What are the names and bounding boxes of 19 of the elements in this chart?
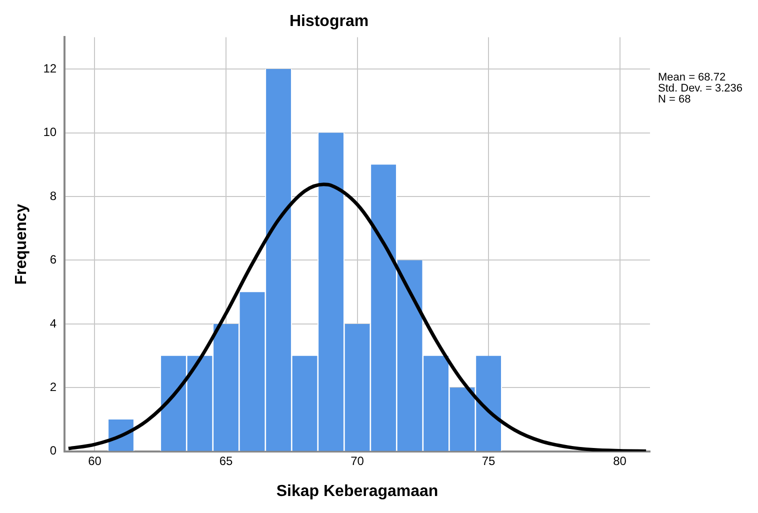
y-tick-label: 0 <box>50 444 57 458</box>
x-axis-title: Sikap Keberagamaan <box>276 482 438 500</box>
line-series <box>66 182 648 452</box>
y-tick-label: 10 <box>43 125 57 140</box>
x-tick-label: 70 <box>350 454 364 468</box>
y-tick-label: 6 <box>50 252 57 267</box>
y-axis-title: Frequency <box>13 204 30 285</box>
x-tick-label: 60 <box>88 454 102 468</box>
text: Std. Dev. = 3.236 <box>658 82 742 95</box>
chart-title: Histogram <box>289 13 369 30</box>
y-tick-label: 12 <box>43 61 57 76</box>
y-tick-label: 4 <box>50 316 57 330</box>
y-tick-label: 8 <box>50 188 57 203</box>
x-tick-label: 80 <box>613 454 627 468</box>
text: N = 68 <box>658 94 691 106</box>
text: Mean = 68.72 <box>658 72 726 84</box>
x-tick-label: 75 <box>482 454 496 468</box>
y-tick-label: 2 <box>50 380 57 394</box>
x-tick-label: 65 <box>219 454 233 468</box>
